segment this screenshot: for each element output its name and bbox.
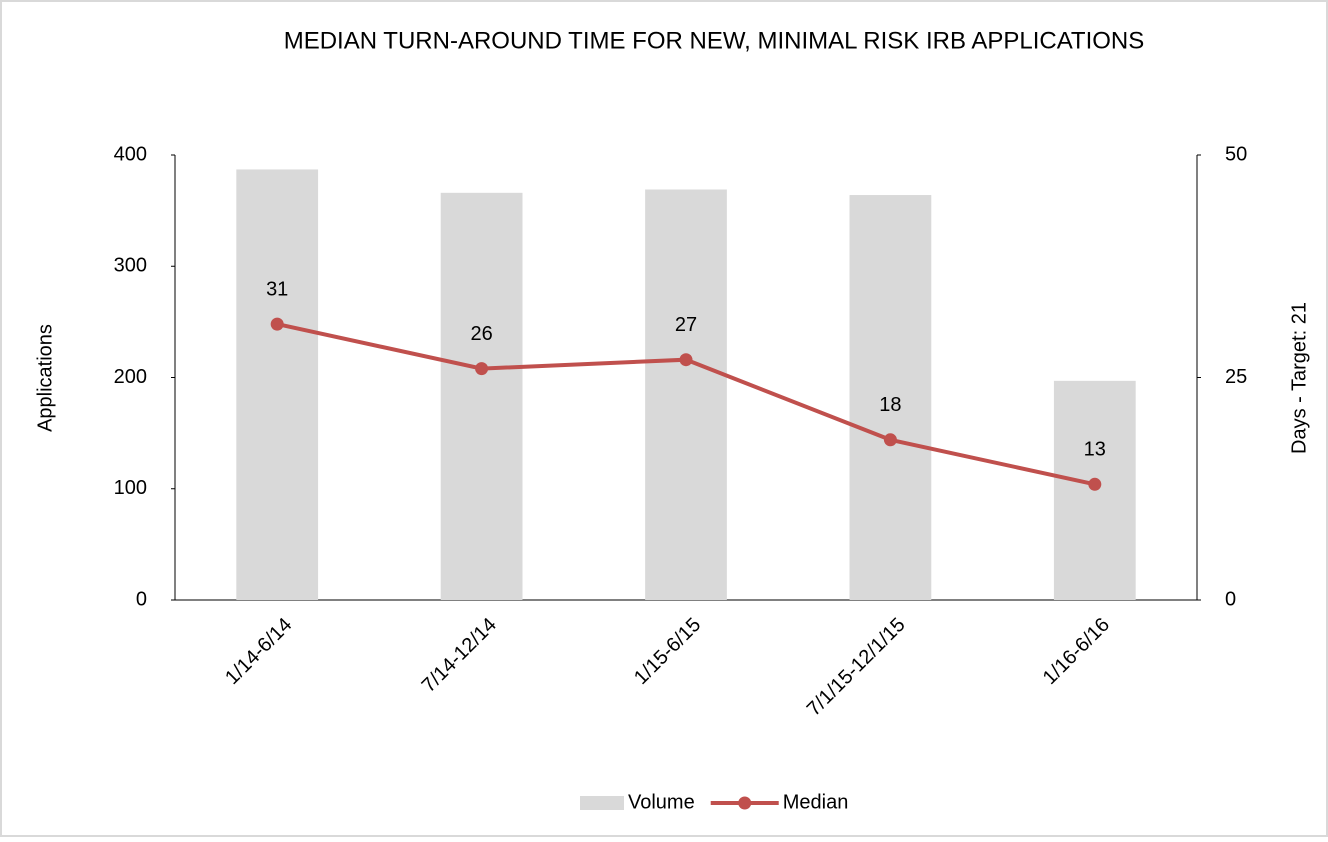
y-axis-label: Applications <box>34 324 56 432</box>
y-tick-label: 0 <box>136 588 147 610</box>
data-label: 13 <box>1084 439 1106 461</box>
line-marker <box>475 362 489 376</box>
data-label: 31 <box>266 278 288 300</box>
y2-axis-label: Days - Target: 21 <box>1288 302 1310 454</box>
legend-label: Median <box>783 791 849 813</box>
y2-tick-label: 25 <box>1225 366 1247 388</box>
y-tick-label: 400 <box>114 143 147 165</box>
data-label: 26 <box>470 323 492 345</box>
y2-tick-label: 50 <box>1225 143 1247 165</box>
line-marker <box>1088 477 1102 491</box>
legend-swatch <box>580 796 624 810</box>
chart-title: MEDIAN TURN-AROUND TIME FOR NEW, MINIMAL… <box>284 27 1145 54</box>
line-marker <box>270 317 284 331</box>
bar <box>645 189 727 601</box>
data-label: 18 <box>879 394 901 416</box>
y2-tick-label: 0 <box>1225 588 1236 610</box>
line-marker <box>883 433 897 447</box>
y-tick-label: 300 <box>114 255 147 277</box>
bar <box>236 169 319 600</box>
y-tick-label: 200 <box>114 366 147 388</box>
legend-label: Volume <box>628 791 695 813</box>
legend-swatch-marker <box>738 796 752 810</box>
bar <box>849 195 932 601</box>
bar <box>440 192 523 600</box>
data-label: 27 <box>675 314 697 336</box>
line-marker <box>679 353 693 367</box>
y-tick-label: 100 <box>114 477 147 499</box>
